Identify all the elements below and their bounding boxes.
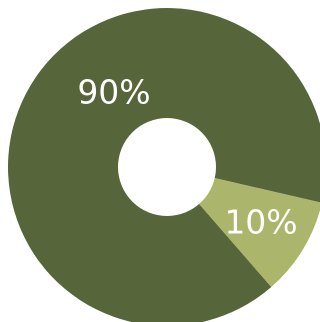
slice-label-10pct: 10% <box>224 203 297 242</box>
donut-hole <box>118 118 216 216</box>
slice-label-90pct: 90% <box>77 73 150 112</box>
labels-layer: 90% 10% <box>77 73 297 242</box>
